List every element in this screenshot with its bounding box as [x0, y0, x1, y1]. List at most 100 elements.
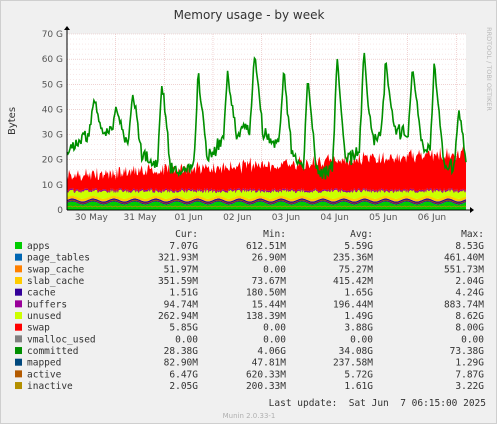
legend-column-header: Cur:	[175, 229, 198, 240]
legend-swatch	[15, 288, 22, 296]
legend-series-name: slab_cache	[27, 276, 84, 287]
legend-series-name: active	[27, 369, 62, 380]
legend-swatch	[15, 358, 22, 366]
legend-value: 321.93M	[158, 253, 198, 264]
legend-value: 3.88G	[344, 323, 373, 334]
legend-value: 82.90M	[164, 358, 199, 369]
legend-value: 7.07G	[169, 241, 198, 252]
legend-swatch	[15, 312, 22, 320]
last-update: Last update: Sat Jun 7 06:15:00 2025	[269, 398, 486, 409]
legend-value: 8.53G	[455, 241, 484, 252]
x-tick-label: 04 Jun	[320, 213, 348, 223]
legend-value: 351.59M	[158, 276, 198, 287]
legend-value: 0.00	[350, 334, 373, 345]
legend-value: 235.36M	[333, 253, 373, 264]
active-line	[66, 199, 467, 204]
legend-value: 51.97M	[164, 264, 199, 275]
legend-series-name: apps	[27, 241, 50, 252]
buffers-area	[67, 187, 466, 194]
legend-series-name: cache	[27, 288, 56, 299]
legend-value: 262.94M	[158, 311, 198, 322]
legend-swatch	[15, 277, 22, 285]
legend-value: 7.87G	[455, 369, 484, 380]
legend-value: 200.33M	[246, 381, 286, 392]
y-tick-label: 30 G	[42, 131, 63, 141]
legend-value: 26.90M	[252, 253, 287, 264]
legend-swatch	[15, 382, 22, 390]
legend-swatch	[15, 265, 22, 273]
legend-column-header: Avg:	[350, 229, 373, 240]
legend-value: 4.24G	[455, 288, 484, 299]
munin-version: Munin 2.0.33-1	[223, 412, 276, 420]
legend-swatch	[15, 370, 22, 378]
legend-value: 1.29G	[455, 358, 484, 369]
y-tick-label: 40 G	[42, 105, 63, 115]
legend-series-name: inactive	[27, 381, 73, 392]
chart-title: Memory usage - by week	[174, 8, 325, 22]
legend-value: 551.73M	[444, 264, 484, 275]
y-tick-label: 0	[57, 206, 63, 216]
legend-swatch	[15, 242, 22, 249]
legend-value: 1.65G	[344, 288, 373, 299]
legend-value: 0.00	[263, 264, 286, 275]
slab-cache-area	[67, 195, 466, 202]
legend-value: 1.49G	[344, 311, 373, 322]
y-tick-label: 10 G	[42, 181, 63, 191]
legend-value: 2.05G	[169, 381, 198, 392]
legend-swatch	[15, 335, 22, 343]
legend-series-name: vmalloc_used	[27, 334, 96, 345]
legend-value: 94.74M	[164, 299, 199, 310]
legend-series-name: mapped	[27, 358, 61, 369]
apps-area	[67, 201, 466, 210]
legend-swatch	[15, 253, 22, 261]
legend-value: 5.72G	[344, 369, 373, 380]
rrdtool-side-label: RRDTOOL / TOBI OETIKER	[485, 27, 493, 111]
inactive-line	[66, 205, 467, 208]
legend-value: 8.62G	[455, 311, 484, 322]
legend-value: 28.38G	[164, 346, 199, 357]
legend-value: 461.40M	[444, 253, 484, 264]
x-tick-label: 05 Jun	[369, 213, 397, 223]
legend-value: 415.42M	[333, 276, 373, 287]
legend-value: 15.44M	[252, 299, 287, 310]
legend-value: 4.06G	[257, 346, 286, 357]
legend-column-header: Max:	[461, 229, 484, 240]
legend-value: 1.51G	[169, 288, 198, 299]
legend-value: 1.61G	[344, 381, 373, 392]
x-tick-label: 31 May	[124, 213, 158, 223]
legend-series-name: committed	[27, 346, 78, 357]
x-tick-label: 06 Jun	[418, 213, 446, 223]
legend-value: 237.58M	[333, 358, 373, 369]
legend-value: 138.39M	[246, 311, 286, 322]
legend-swatch	[15, 323, 22, 331]
legend-value: 0.00	[175, 334, 198, 345]
y-axis-label: Bytes	[7, 107, 18, 135]
legend-value: 0.00	[461, 334, 484, 345]
y-axis-arrow	[64, 26, 70, 30]
legend-value: 8.00G	[455, 323, 484, 334]
y-tick-label: 50 G	[42, 80, 63, 90]
x-tick-label: 02 Jun	[223, 213, 251, 223]
committed-line	[66, 52, 467, 180]
legend-value: 620.33M	[246, 369, 286, 380]
legend-value: 73.67M	[252, 276, 287, 287]
swap-area	[67, 146, 466, 192]
legend-swatch	[15, 347, 22, 355]
legend-series-name: unused	[27, 311, 61, 322]
legend-value: 883.74M	[444, 299, 484, 310]
legend-series-name: page_tables	[27, 253, 90, 264]
legend-series-name: buffers	[27, 299, 67, 310]
legend-column-header: Min:	[263, 229, 286, 240]
legend-value: 5.59G	[344, 241, 373, 252]
legend-value: 2.04G	[455, 276, 484, 287]
y-tick-label: 60 G	[42, 55, 63, 65]
legend-value: 34.08G	[339, 346, 374, 357]
legend-value: 73.38G	[450, 346, 485, 357]
x-axis-arrow	[470, 207, 474, 213]
legend-value: 75.27M	[339, 264, 374, 275]
legend-value: 0.00	[263, 334, 286, 345]
legend-series-name: swap	[27, 323, 50, 334]
legend-value: 180.50M	[246, 288, 286, 299]
